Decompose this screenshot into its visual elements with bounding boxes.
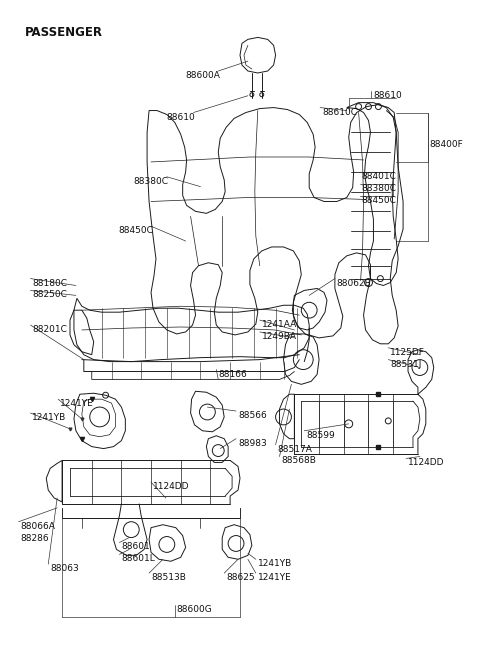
Text: 88066A: 88066A	[21, 522, 56, 531]
Text: 88166: 88166	[218, 369, 247, 379]
Text: 1125DF: 1125DF	[390, 348, 425, 357]
Text: 1124DD: 1124DD	[408, 458, 444, 468]
Text: 88450C: 88450C	[361, 196, 396, 204]
Text: PASSENGER: PASSENGER	[24, 26, 103, 39]
Text: 88599: 88599	[306, 431, 335, 440]
Text: 1124DD: 1124DD	[153, 482, 190, 491]
Text: 88610C: 88610C	[322, 107, 357, 117]
Text: 1241YE: 1241YE	[258, 573, 291, 582]
Text: 88380C: 88380C	[361, 183, 396, 193]
Text: 88401C: 88401C	[361, 172, 396, 181]
Text: 88517A: 88517A	[277, 445, 312, 454]
Text: 1241AA: 1241AA	[262, 320, 297, 329]
Text: 88600A: 88600A	[185, 71, 220, 80]
Text: 88610: 88610	[167, 113, 195, 122]
Text: 88201C: 88201C	[33, 325, 67, 334]
Text: 1241YE: 1241YE	[60, 399, 94, 408]
Text: 1241YB: 1241YB	[258, 559, 292, 569]
Text: 88625: 88625	[226, 573, 255, 582]
Text: 88062B: 88062B	[337, 278, 372, 288]
Text: 88531J: 88531J	[390, 360, 421, 369]
Text: 88450C: 88450C	[118, 226, 153, 235]
Text: 88601L: 88601L	[121, 554, 155, 563]
Text: 88610: 88610	[373, 91, 402, 100]
Text: 1241YB: 1241YB	[33, 413, 67, 422]
Text: 88380C: 88380C	[134, 177, 169, 186]
Text: 88513B: 88513B	[151, 573, 186, 582]
Text: 88600G: 88600G	[177, 605, 213, 614]
Text: 88601: 88601	[121, 542, 150, 552]
Text: 88180C: 88180C	[33, 278, 67, 288]
Text: 88250C: 88250C	[33, 290, 67, 299]
Text: 1249BA: 1249BA	[262, 332, 297, 341]
Text: 88286: 88286	[21, 534, 49, 542]
Text: 88566: 88566	[238, 411, 267, 420]
Text: 88063: 88063	[50, 564, 79, 573]
Text: 88400F: 88400F	[430, 140, 464, 149]
Text: 88568B: 88568B	[281, 457, 316, 466]
Text: 88983: 88983	[238, 439, 267, 448]
